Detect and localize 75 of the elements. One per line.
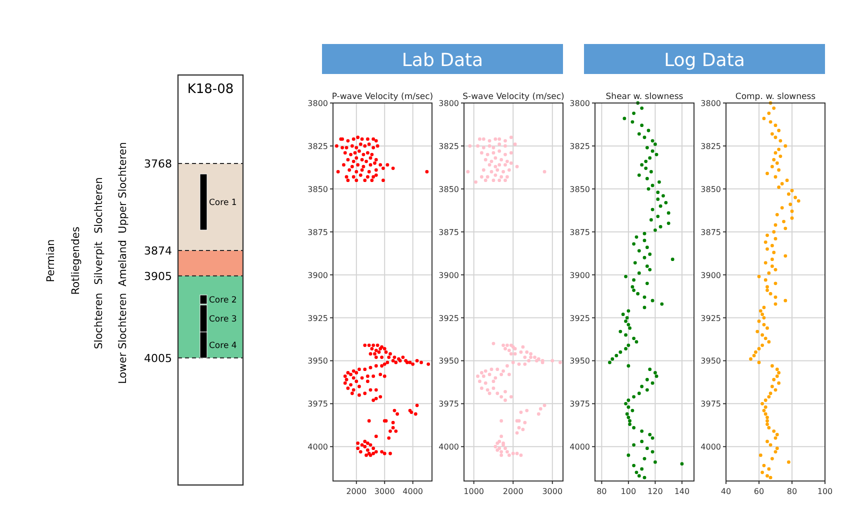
annotation: Core 4 (209, 341, 237, 351)
x-tick-label: 1000 (464, 487, 484, 496)
text: Slochteren (93, 177, 105, 234)
y-tick-label: 3950 (570, 356, 590, 366)
chart-subtitle: Log Data (664, 50, 745, 71)
y-tick-label: 3800 (438, 99, 459, 108)
y-tick-label: 4005 (144, 352, 172, 365)
text: Rotliegendes (70, 226, 82, 295)
y-tick-label: 3875 (438, 228, 459, 237)
y-tick-label: 4000 (308, 442, 328, 452)
y-tick-label: 4000 (570, 442, 590, 452)
text: K18-08 (187, 82, 234, 97)
y-tick-label: 3975 (308, 400, 328, 409)
annotation: Core 3 (209, 314, 237, 324)
text: Lower Slochteren (117, 292, 129, 384)
x-tick-label: 120 (648, 487, 663, 496)
chart-title: P-wave Velocity (m/sec) (332, 92, 434, 102)
y-tick-label: 3900 (308, 270, 328, 280)
x-tick-label: 60 (754, 487, 764, 496)
y-tick-label: 3900 (570, 270, 590, 280)
y-tick-label: 3925 (308, 314, 328, 323)
y-tick-label: 3900 (438, 270, 459, 280)
y-tick-label: 3950 (700, 356, 721, 366)
chart-subtitle: Lab Data (402, 50, 484, 71)
x-tick-label: 4000 (402, 487, 423, 496)
y-tick-label: 3925 (570, 314, 590, 323)
y-tick-label: 3825 (570, 142, 590, 151)
y-tick-label: 3975 (438, 400, 459, 409)
annotation: Core 1 (209, 198, 237, 208)
y-tick-label: 3975 (700, 400, 721, 409)
x-tick-label: 100 (620, 487, 636, 496)
y-tick-label: 3950 (438, 356, 459, 366)
y-tick-label: 3800 (700, 99, 721, 108)
y-tick-label: 3975 (570, 400, 590, 409)
chart-title: Shear w. slowness (606, 92, 684, 102)
y-tick-label: 3768 (144, 158, 172, 171)
y-tick-label: 3825 (308, 142, 328, 151)
y-tick-label: 3950 (308, 356, 328, 366)
y-tick-label: 3905 (144, 270, 172, 283)
chart-title: Comp. w. slowness (735, 92, 816, 102)
bar (178, 164, 243, 250)
y-tick-label: 3800 (570, 99, 590, 108)
y-tick-label: 3800 (308, 99, 328, 108)
x-tick-label: 2000 (502, 487, 524, 496)
y-tick-label: 3825 (700, 142, 721, 151)
chart-title: S-wave Velocity (m/sec) (462, 92, 564, 102)
text: Silverpit (93, 242, 105, 285)
y-tick-label: 3875 (570, 228, 590, 237)
x-tick-label: 80 (596, 487, 607, 496)
text: Permian (45, 239, 57, 282)
x-tick-label: 3000 (542, 487, 563, 496)
y-tick-label: 3874 (144, 244, 172, 258)
y-tick-label: 3850 (438, 184, 459, 194)
y-tick-label: 3850 (308, 184, 328, 194)
y-tick-label: 3850 (700, 184, 721, 194)
x-tick-label: 3000 (374, 487, 395, 496)
y-tick-label: 3900 (700, 270, 721, 280)
x-tick-label: 100 (817, 487, 833, 496)
x-tick-label: 40 (720, 487, 732, 496)
y-tick-label: 3875 (700, 228, 721, 237)
x-tick-label: 2000 (346, 487, 367, 496)
annotation: Core 2 (209, 296, 237, 306)
y-tick-label: 4000 (438, 442, 459, 452)
y-tick-label: 3925 (438, 314, 459, 323)
x-tick-label: 80 (786, 487, 798, 496)
bar (178, 250, 243, 276)
text: Upper Slochteren (117, 142, 129, 234)
y-tick-label: 3850 (570, 184, 590, 194)
y-tick-label: 3925 (700, 314, 721, 323)
x-tick-label: 140 (674, 487, 690, 496)
y-tick-label: 3825 (438, 142, 459, 151)
y-tick-label: 4000 (700, 442, 721, 452)
text: Slochteren (93, 292, 105, 350)
text: Ameland (117, 240, 129, 286)
y-tick-label: 3875 (308, 228, 328, 237)
